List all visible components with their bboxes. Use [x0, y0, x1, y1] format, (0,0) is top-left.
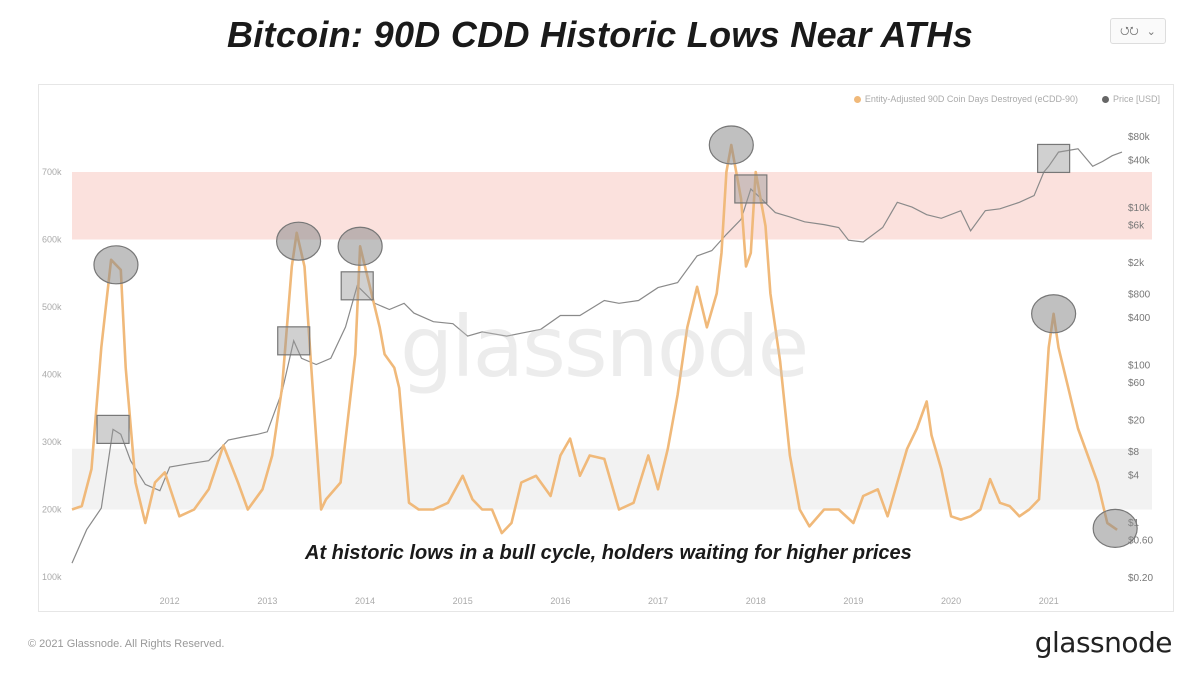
- copyright-text: © 2021 Glassnode. All Rights Reserved.: [28, 638, 225, 650]
- x-axis-tick: 2016: [550, 596, 570, 606]
- right-axis-tick: $6k: [1128, 221, 1145, 232]
- right-axis-tick: $60: [1128, 378, 1145, 389]
- price-ath-square: [1037, 143, 1071, 174]
- right-axis-tick: $100: [1128, 361, 1151, 372]
- price-ath-square: [734, 174, 768, 204]
- right-axis-tick: $20: [1128, 416, 1145, 427]
- chevron-down-icon: ⌄: [1146, 24, 1156, 38]
- legend-dot-price: [1101, 95, 1109, 103]
- x-axis-tick: 2020: [941, 596, 961, 606]
- chart-panel: [38, 84, 1174, 612]
- x-axis-tick: 2021: [1039, 596, 1059, 606]
- x-axis-tick: 2019: [843, 596, 863, 606]
- left-axis-tick: 300k: [42, 437, 62, 447]
- price-ath-square: [277, 326, 311, 356]
- cdd-peak-circle: [276, 221, 322, 261]
- share-button[interactable]: ⭯⭮ ⌄: [1110, 18, 1166, 44]
- x-axis-tick: 2018: [746, 596, 766, 606]
- chart-title: Bitcoin: 90D CDD Historic Lows Near ATHs: [226, 14, 974, 55]
- band-high-zone: [72, 172, 1152, 240]
- watermark: glassnode: [400, 298, 809, 396]
- x-axis-tick: 2015: [453, 596, 473, 606]
- right-axis-tick: $10k: [1128, 203, 1151, 214]
- cdd-line: [71, 143, 1118, 535]
- legend-label-price: Price [USD]: [1112, 94, 1160, 104]
- x-axis-tick: 2014: [355, 596, 375, 606]
- left-axis-tick: 100k: [42, 572, 62, 582]
- chart-annotation: At historic lows in a bull cycle, holder…: [305, 542, 912, 564]
- x-axis-tick: 2017: [648, 596, 668, 606]
- band-low-zone: [72, 448, 1152, 510]
- right-axis-tick: $400: [1128, 313, 1151, 324]
- price-ath-square: [340, 271, 374, 301]
- left-axis-tick: 700k: [42, 167, 62, 177]
- legend-label-cdd: Entity-Adjusted 90D Coin Days Destroyed …: [864, 94, 1078, 104]
- right-axis-tick: $800: [1128, 289, 1151, 300]
- cdd-peak-circle: [708, 125, 754, 165]
- legend-item-cdd[interactable]: Entity-Adjusted 90D Coin Days Destroyed …: [853, 94, 1078, 104]
- left-axis-tick: 200k: [42, 505, 62, 515]
- right-axis-tick: $0.60: [1128, 535, 1153, 546]
- cdd-peak-circle: [1031, 294, 1077, 334]
- left-axis-tick: 500k: [42, 302, 62, 312]
- left-axis-tick: 600k: [42, 235, 62, 245]
- legend-dot-cdd: [853, 95, 861, 103]
- right-axis-tick: $4: [1128, 471, 1140, 482]
- right-axis-tick: $8: [1128, 447, 1140, 458]
- price-ath-square: [96, 414, 130, 444]
- share-icon: ⭯⭮: [1120, 23, 1139, 37]
- x-axis-tick: 2013: [257, 596, 277, 606]
- left-axis-tick: 400k: [42, 370, 62, 380]
- right-axis-tick: $80k: [1128, 132, 1151, 143]
- glassnode-logo: glassnode: [1034, 626, 1173, 659]
- right-axis-tick: $40k: [1128, 156, 1151, 167]
- cdd-peak-circle: [337, 226, 383, 266]
- legend-item-price[interactable]: Price [USD]: [1101, 94, 1160, 104]
- right-axis-tick: $2k: [1128, 258, 1145, 269]
- cdd-peak-circle: [93, 245, 139, 285]
- right-axis-tick: $0.20: [1128, 573, 1153, 584]
- price-line: [71, 148, 1123, 564]
- chart-legend: Entity-Adjusted 90D Coin Days Destroyed …: [853, 94, 1160, 104]
- x-axis-tick: 2012: [160, 596, 180, 606]
- cdd-peak-circle: [1092, 508, 1138, 549]
